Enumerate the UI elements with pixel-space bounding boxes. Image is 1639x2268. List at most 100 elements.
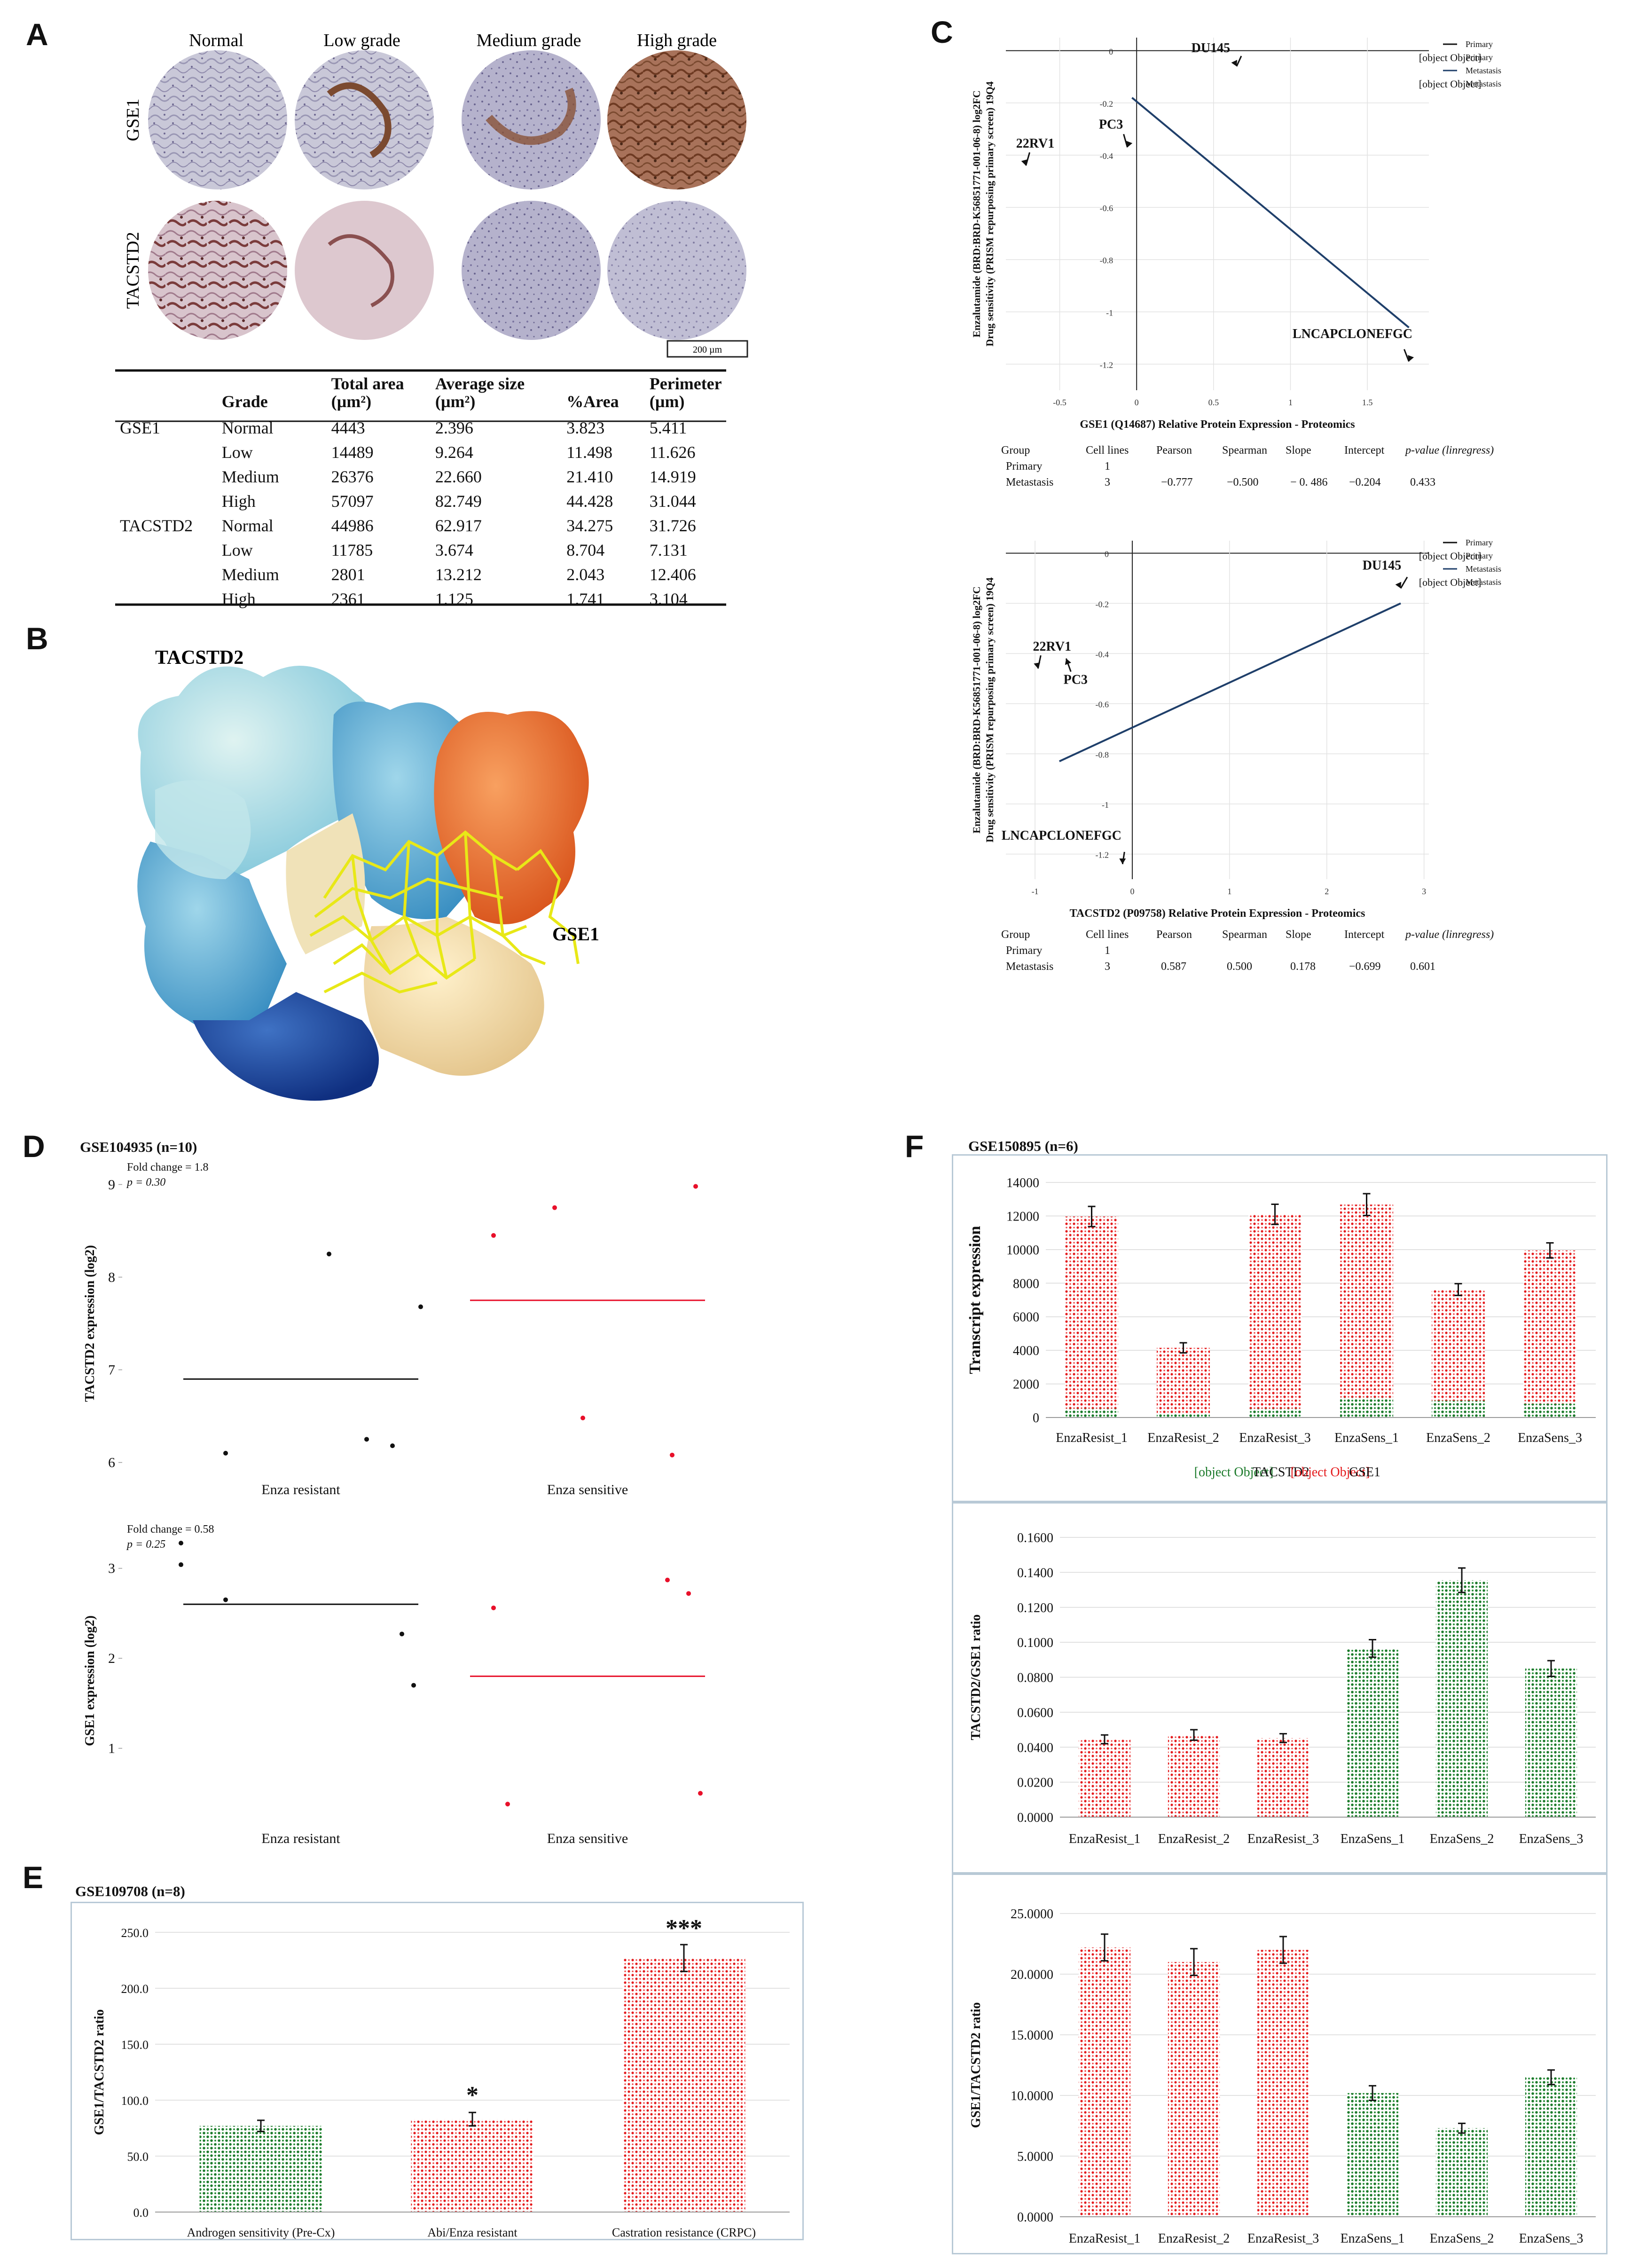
data-point xyxy=(698,1791,703,1796)
data-point xyxy=(223,1450,228,1456)
stats-cell: 0.500 xyxy=(1227,961,1252,973)
category-label: EnzaResist_3 xyxy=(1247,1832,1319,1846)
category-label: EnzaSens_1 xyxy=(1341,1832,1405,1846)
stats-cell: 1 xyxy=(1105,945,1110,957)
y-tick-label: 0.1200 xyxy=(1017,1601,1053,1615)
stats-cell: Primary xyxy=(1006,460,1042,472)
bar-tacstd2 xyxy=(1340,1397,1394,1418)
x-tick-label: -0.5 xyxy=(1053,398,1067,407)
y-tick-label: -0.6 xyxy=(1100,204,1114,213)
category-label: EnzaSens_3 xyxy=(1519,1832,1584,1846)
bar-tacstd2 xyxy=(1431,1401,1485,1418)
bar xyxy=(622,1958,745,2212)
histology-column-labels: Normal Low grade Medium grade High grade xyxy=(189,31,717,50)
col-label-low: Low grade xyxy=(323,31,400,50)
legend-star: [object Object] xyxy=(1419,78,1482,90)
th-perimeter: Perimeter (µm) xyxy=(649,374,721,411)
grade-table-cell: 1.741 xyxy=(566,589,605,608)
bar-gse1 xyxy=(1431,1289,1485,1401)
bar xyxy=(411,2119,534,2212)
data-point xyxy=(552,1205,557,1210)
grade-table-cell: 7.131 xyxy=(649,540,688,559)
grade-table-cell: 2801 xyxy=(331,565,365,584)
point-label-du145: DU145 xyxy=(1192,41,1230,55)
th-average-size: Average size (µm²) xyxy=(435,374,525,411)
legend-label: Primary xyxy=(1466,538,1493,547)
grade-table-cell: 3.823 xyxy=(566,418,605,437)
grade-table-cell: 14489 xyxy=(331,442,374,462)
grade-table-cell: 3.674 xyxy=(435,540,473,559)
tissue-gse1-normal xyxy=(148,50,287,189)
grade-table-cell: High xyxy=(221,491,256,511)
stats-header: Group xyxy=(1001,444,1030,457)
stats-cell: 0.587 xyxy=(1161,961,1186,973)
stats-cell: −0.204 xyxy=(1349,476,1381,488)
y-tick-label: 9 xyxy=(108,1177,115,1192)
scale-bar xyxy=(667,340,748,358)
y-tick-label: 50.0 xyxy=(127,2150,149,2164)
point-arrow xyxy=(1404,349,1410,362)
point-label-pc3: PC3 xyxy=(1099,117,1123,132)
bar xyxy=(199,2126,322,2212)
stats-cell: − 0. 486 xyxy=(1290,476,1328,488)
stats-cell: 0.601 xyxy=(1410,961,1435,973)
panel-b-structure: TACSTD2 GSE1 xyxy=(137,647,599,1101)
regression-line xyxy=(1131,97,1410,329)
bar xyxy=(1257,1738,1310,1817)
data-point xyxy=(418,1304,423,1309)
stats-cell: Metastasis xyxy=(1006,476,1053,488)
th-empty xyxy=(115,372,217,416)
grade-table-row: Medium 26376 22.660 21.410 14.919 xyxy=(115,465,726,489)
p-value-label: p = 0.30 xyxy=(126,1176,165,1189)
y-tick-label: 0.1000 xyxy=(1017,1636,1053,1650)
y-tick-label: 8 xyxy=(108,1269,115,1285)
p-value-label: p = 0.25 xyxy=(126,1538,165,1551)
category-label: EnzaSens_2 xyxy=(1426,1431,1490,1445)
x-tick-label: 0 xyxy=(1130,887,1134,896)
grade-table-cell: 12.406 xyxy=(649,565,696,584)
row-label-tacstd2: TACSTD2 xyxy=(123,232,143,309)
group-label: Enza resistant xyxy=(261,1482,340,1497)
y-tick-label: -0.2 xyxy=(1100,99,1114,109)
y-tick-label: 200.0 xyxy=(121,1982,149,1996)
data-point xyxy=(179,1562,183,1567)
data-point xyxy=(223,1597,228,1602)
grade-table-cell: 82.749 xyxy=(435,491,482,511)
grade-table-row: Low 11785 3.674 8.704 7.131 xyxy=(115,538,726,562)
panel-f-mid-chart: 0.0000 0.0200 0.0400 0.0600 0.0800 0.1000 0.12… xyxy=(969,1531,1596,1846)
grade-table-row: Medium 2801 13.212 2.043 12.406 xyxy=(115,562,726,587)
y-tick-label: -0.4 xyxy=(1095,650,1109,659)
data-point xyxy=(580,1416,585,1420)
point-arrowhead xyxy=(1126,141,1133,148)
y-axis-label: GSE1 expression (log2) xyxy=(83,1615,97,1746)
x-tick-label: 1.5 xyxy=(1362,398,1373,407)
grade-table-cell: 13.212 xyxy=(435,565,482,584)
grade-table-cell: Medium xyxy=(221,467,279,486)
stats-header: Pearson xyxy=(1156,444,1192,457)
y-tick-label: 7 xyxy=(108,1362,115,1378)
point-label-pc3: PC3 xyxy=(1064,673,1088,687)
legend-label: Metastasis xyxy=(1466,79,1501,88)
group-label: Enza sensitive xyxy=(547,1482,628,1497)
y-tick-label: 0 xyxy=(1105,550,1109,559)
y-tick-label: -1 xyxy=(1106,308,1113,317)
category-label: Abi/Enza resistant xyxy=(427,2226,518,2239)
bar-tacstd2 xyxy=(1523,1403,1577,1418)
y-tick-label: 0.0000 xyxy=(1017,1811,1053,1825)
grade-table-cell xyxy=(115,587,217,611)
y-tick-label: 20.0000 xyxy=(1011,1968,1053,1982)
grade-table-cell xyxy=(115,489,217,513)
point-label-lncapclonefgc: LNCAPCLONEFGC xyxy=(1002,828,1121,843)
legend-marker-gse1: [object Object] xyxy=(1291,1465,1370,1480)
col-label-normal: Normal xyxy=(189,31,243,50)
grade-table-cell: 11.498 xyxy=(566,442,612,462)
legend-label-gse1: GSE1 xyxy=(1349,1465,1380,1480)
data-point xyxy=(491,1233,496,1238)
y-tick-label: 0.0800 xyxy=(1017,1671,1053,1685)
y-tick-label: -0.8 xyxy=(1100,256,1114,265)
point-arrowhead xyxy=(1395,582,1402,589)
legend-star: [object Object] xyxy=(1419,550,1482,562)
panel-c-top-chart: 0 -0.2 -0.4 -0.6 -0.8 -1 -1.2 -0.5 0 0.5 1 1.5 DU145… xyxy=(971,38,1501,488)
point-arrowhead xyxy=(1231,60,1238,67)
grade-table-cell: 21.410 xyxy=(566,467,613,486)
